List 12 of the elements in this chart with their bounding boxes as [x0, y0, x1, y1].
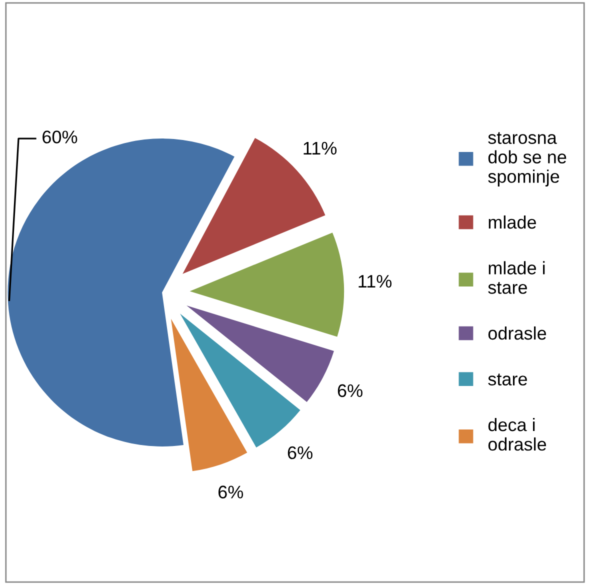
legend-label: starosna dob se ne spominje [488, 132, 566, 186]
data-label: 6% [338, 384, 362, 398]
data-label: 6% [218, 486, 244, 498]
legend-label: mlade [488, 215, 536, 229]
data-label: 11% [304, 142, 337, 155]
legend-label: stare [488, 374, 527, 386]
data-label: 6% [288, 446, 312, 460]
legend-label: mlade i stare [488, 261, 545, 294]
legend-label: odrasle [488, 326, 546, 340]
legend-label: deca i odrasle [488, 418, 546, 451]
data-label: 60% [42, 130, 78, 144]
data-label: 11% [358, 275, 392, 288]
